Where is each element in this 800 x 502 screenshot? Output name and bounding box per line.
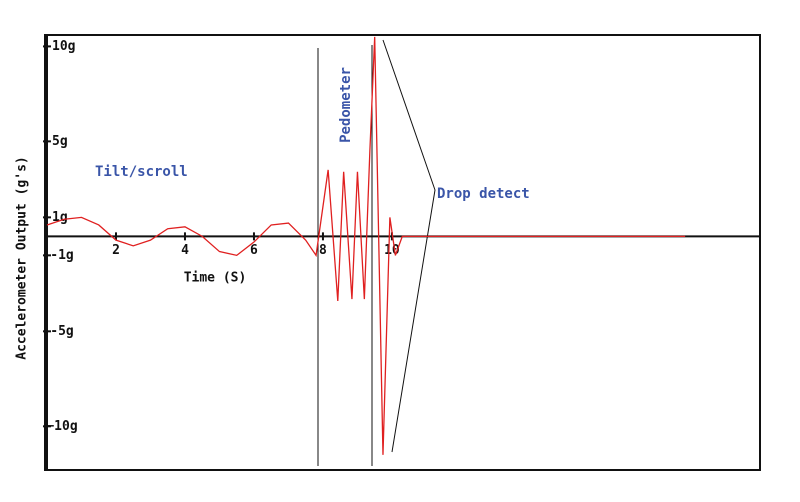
x-tick-label: 4 [181, 243, 189, 258]
plot-frame [44, 34, 761, 471]
x-tick-label: 2 [112, 243, 120, 258]
y-tick-label: −10g [46, 419, 77, 434]
x-tick-label: 6 [250, 243, 258, 258]
y-tick-label: 5g [52, 134, 68, 149]
annotation: Drop detect [437, 186, 530, 202]
x-tick-label: 8 [319, 243, 327, 258]
y-tick-label: -1g [50, 248, 73, 263]
x-axis-label: Time (S) [184, 271, 247, 286]
y-axis-label: Accelerometer Output (g's) [15, 156, 30, 360]
drop-callout [382, 39, 436, 453]
signal-line [46, 36, 686, 455]
annotation: Tilt/scroll [95, 164, 188, 180]
annotation: Pedometer [338, 67, 354, 143]
y-tick-label: -5g [50, 324, 73, 339]
y-tick-label: 10g [52, 39, 75, 54]
y-tick-label: 1g [52, 210, 68, 225]
